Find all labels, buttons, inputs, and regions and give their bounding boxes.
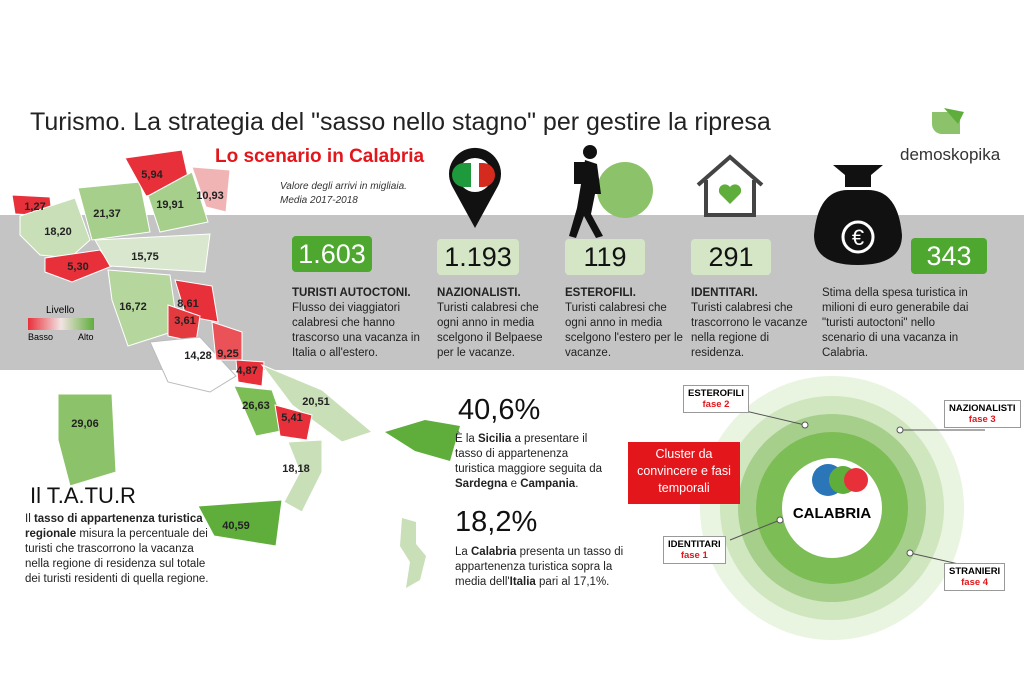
stat-value: 119 xyxy=(565,239,645,275)
phase: STRANIERI fase 4 xyxy=(944,563,1006,591)
region-value: 16,72 xyxy=(119,301,147,313)
text: e xyxy=(507,478,521,490)
subtitle: Lo scenario in Calabria xyxy=(215,146,425,167)
text: a presentare il tasso di appartenenza tu… xyxy=(455,433,603,475)
icon-pin xyxy=(449,147,502,228)
fact-value: 40,6% xyxy=(458,394,541,426)
legend-high: Alto xyxy=(78,332,94,342)
title: Turismo. La strategia del "sasso nello s… xyxy=(30,108,771,136)
region-value: 18,18 xyxy=(282,463,310,475)
legend-title: Livello xyxy=(46,305,75,316)
text: tasso di appartenenza turistica regional… xyxy=(25,513,203,540)
note: Valore degli arrivi in migliaia. Media 2… xyxy=(280,180,407,208)
region-value: 19,91 xyxy=(156,199,184,211)
stat-value: 291 xyxy=(691,239,771,275)
region-value: 5,94 xyxy=(141,169,163,181)
cluster-circles: CALABRIA xyxy=(700,376,964,640)
region-value: 18,20 xyxy=(44,226,72,238)
itatur-title: Il T.A.TU.R xyxy=(30,483,136,508)
svg-text:€: € xyxy=(852,225,864,250)
itatur-body: Il tasso di appartenenza turistica regio… xyxy=(25,512,210,587)
stat-title: NAZIONALISTI. xyxy=(437,287,521,299)
map-labels: 1,27 5,94 10,93 21,37 19,91 18,20 15,75 5,30 16,… xyxy=(24,169,329,532)
fact-body: La Calabria presenta un tasso di apparte… xyxy=(455,545,630,590)
text: Sardegna xyxy=(455,478,508,490)
stat-title: IDENTITARI. xyxy=(691,287,758,299)
logo-mark xyxy=(932,108,964,134)
text: . xyxy=(575,478,579,490)
legend-low: Basso xyxy=(28,332,53,342)
phase-step: fase 3 xyxy=(968,414,996,425)
stat-value: 1.193 xyxy=(437,239,519,275)
stat-title: TURISTI AUTOCTONI. xyxy=(292,287,411,299)
phase-step: fase 4 xyxy=(961,577,989,588)
cluster-label: Cluster da convincere e fasi temporali xyxy=(637,447,731,495)
phase: ESTEROFILI fase 2 xyxy=(683,385,749,413)
calabria-shape xyxy=(400,518,426,588)
region-value: 20,51 xyxy=(302,396,330,408)
text: pari al 17,1%. xyxy=(535,576,610,588)
region-value: 15,75 xyxy=(131,251,159,263)
phase-name: STRANIERI xyxy=(949,566,1001,577)
stat-value: 343 xyxy=(911,238,987,274)
text: Sicilia xyxy=(478,433,512,445)
stat-desc: IDENTITARI. Turisti calabresi che trascor… xyxy=(691,286,809,361)
region-value: 5,30 xyxy=(67,261,88,273)
fact-value: 18,2% xyxy=(455,506,538,538)
stat-text: Turisti calabresi che ogni anno in media… xyxy=(565,302,683,359)
logo: demoskopika xyxy=(900,145,1001,164)
region-value: 3,61 xyxy=(174,315,195,327)
phase-step: fase 1 xyxy=(680,550,708,561)
region-value: 21,37 xyxy=(93,208,121,220)
note-line: Valore degli arrivi in migliaia. xyxy=(280,181,407,192)
icon-moneybag: € xyxy=(814,165,902,265)
stat-text: Flusso dei viaggiatori calabresi che han… xyxy=(292,302,420,359)
stat-desc: Stima della spesa turistica in milioni d… xyxy=(822,286,972,361)
region-value: 26,63 xyxy=(242,400,270,412)
stat-text: Turisti calabresi che trascorrono le vac… xyxy=(691,302,808,359)
region-value: 10,93 xyxy=(196,190,224,202)
region-value: 40,59 xyxy=(222,520,250,532)
stat-value: 1.603 xyxy=(292,236,372,272)
legend-bar xyxy=(28,318,94,330)
phase: IDENTITARI fase 1 xyxy=(663,536,726,564)
text: Italia xyxy=(509,576,536,588)
phase-name: IDENTITARI xyxy=(668,539,721,550)
italy-map xyxy=(11,149,374,547)
region-value: 9,25 xyxy=(217,348,238,360)
region-value: 29,06 xyxy=(71,418,99,430)
stat-text: Turisti calabresi che ogni anno in media… xyxy=(437,302,543,359)
stat-text: Stima della spesa turistica in milioni d… xyxy=(822,287,969,359)
stat-desc: TURISTI AUTOCTONI. Flusso dei viaggiatori… xyxy=(292,286,422,361)
icon-traveler xyxy=(569,145,653,238)
region-value: 5,41 xyxy=(281,412,302,424)
phase: NAZIONALISTI fase 3 xyxy=(944,400,1021,428)
phase-name: NAZIONALISTI xyxy=(949,403,1016,414)
fact-body: È la Sicilia a presentare il tasso di ap… xyxy=(455,432,605,492)
stat-title: ESTEROFILI. xyxy=(565,287,636,299)
text: Campania xyxy=(520,478,576,490)
region-value: 14,28 xyxy=(184,350,212,362)
region-value: 1,27 xyxy=(24,201,45,213)
stat-desc: ESTEROFILI. Turisti calabresi che ogni an… xyxy=(565,286,683,361)
text: Calabria xyxy=(471,546,517,558)
stat-desc: NAZIONALISTI. Turisti calabresi che ogni … xyxy=(437,286,555,361)
phase-name: ESTEROFILI xyxy=(688,388,744,399)
cluster-lines xyxy=(719,404,986,571)
cluster-box xyxy=(628,442,740,504)
text: È la xyxy=(455,433,479,445)
region-value: 4,87 xyxy=(236,365,257,377)
text: presenta un tasso di appartenenza turist… xyxy=(455,546,624,588)
text: La xyxy=(455,546,471,558)
icon-house xyxy=(696,154,764,217)
sicily-shape xyxy=(385,420,460,461)
cluster-center: CALABRIA xyxy=(793,505,871,522)
text: misura la percentuale dei turisti che tr… xyxy=(25,528,209,585)
text: Il xyxy=(25,513,34,525)
region-value: 8,61 xyxy=(177,298,198,310)
phase-step: fase 2 xyxy=(702,399,730,410)
note-line: Media 2017-2018 xyxy=(280,195,358,206)
